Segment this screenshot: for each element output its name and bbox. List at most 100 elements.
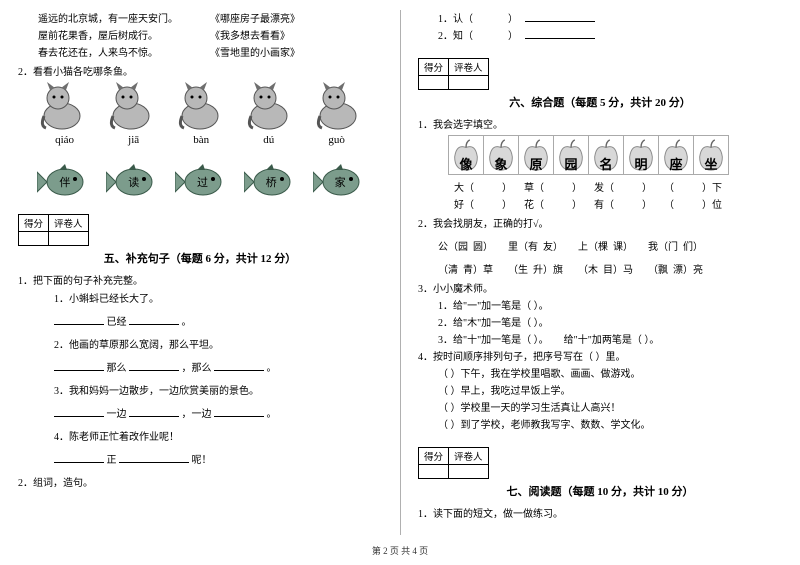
blank[interactable] [54, 407, 104, 417]
section-5-title: 五、补充句子（每题 6 分，共计 12 分） [18, 250, 382, 266]
q5-1-2: 2．他画的草原那么宽阔，那么平坦。 [54, 336, 382, 351]
apple-char: 明 [624, 154, 658, 173]
apple-row: 像 象 原 园 名 明 座 [448, 135, 782, 175]
fish-image: 读 [106, 164, 156, 200]
q5-1-3b: 一边 ，一边 。 [54, 405, 382, 420]
fish-char: 桥 [266, 174, 277, 190]
text: 那么 [107, 363, 127, 374]
text: ） [642, 179, 652, 194]
cat-row [28, 82, 372, 132]
text: 草（ [524, 179, 544, 194]
q6-3-1: 1．给"一"加一笔是（ ）。 [418, 297, 782, 312]
blank[interactable] [525, 12, 595, 22]
poem-title: 《我多想去看看》 [210, 27, 382, 42]
blank[interactable] [129, 315, 179, 325]
pinyin-row: qiáo jiā bàn dú guò [28, 134, 372, 146]
apple-card: 象 [483, 135, 519, 175]
text: 。 [267, 363, 277, 374]
q5-1: 1．把下面的句子补充完整。 [18, 272, 382, 287]
blank[interactable] [54, 315, 104, 325]
q6-3: 3．小小魔术师。 [418, 280, 782, 295]
blank[interactable] [54, 361, 104, 371]
score-box-6: 得分评卷人 [418, 58, 782, 90]
score-label: 评卷人 [449, 448, 489, 465]
q6-2-l1: 公（园 圆） 里（有 友） 上（棵 课） 我（门 们） [418, 238, 782, 253]
cat-image [36, 82, 88, 132]
q6-1: 1．我会选字填空。 [418, 116, 782, 131]
text: ） [508, 31, 518, 42]
top-q1: 1．认（ ） [418, 10, 782, 25]
q5-1-2b: 那么 ，那么 。 [54, 359, 382, 374]
cat-image [243, 82, 295, 132]
apple-card: 座 [658, 135, 694, 175]
fish-row: 伴 读 过 桥 家 [28, 164, 372, 200]
text: 。 [182, 317, 192, 328]
text: ） [642, 196, 652, 211]
apple-card: 园 [553, 135, 589, 175]
apple-char: 象 [484, 154, 518, 173]
apple-char: 坐 [694, 154, 728, 173]
fish-char: 家 [335, 174, 346, 190]
score-box-5: 得分评卷人 [18, 214, 382, 246]
fish-char: 过 [197, 174, 208, 190]
poem-line: 屋前花果香，屋后树成行。 [38, 27, 210, 42]
score-table: 得分评卷人 [418, 447, 489, 479]
blank[interactable] [214, 361, 264, 371]
text: ） [572, 179, 582, 194]
blank[interactable] [119, 453, 189, 463]
blank[interactable] [525, 29, 595, 39]
q6-2-l2: （清 青）草 （生 升）旗 （木 目）马 （飘 漂）亮 [418, 261, 782, 276]
section-6-title: 六、综合题（每题 5 分，共计 20 分） [418, 94, 782, 110]
q6-4: 4．按时间顺序排列句子，把序号写在（ ）里。 [418, 348, 782, 363]
page-footer: 第 2 页 共 4 页 [0, 540, 800, 557]
score-table: 得分评卷人 [18, 214, 89, 246]
score-label: 得分 [419, 448, 449, 465]
pinyin-label: bàn [193, 134, 209, 146]
text: ） [502, 179, 512, 194]
q5-1-4b: 正 呢！ [54, 451, 382, 466]
poem-title: 《雪地里的小画家》 [210, 44, 382, 59]
apple-char: 原 [519, 154, 553, 173]
q6-4-1: （ ）下午，我在学校里唱歌、画画、做游戏。 [418, 365, 782, 380]
blank[interactable] [214, 407, 264, 417]
apple-card: 明 [623, 135, 659, 175]
text: 大（ [454, 179, 474, 194]
q5-1-1: 1．小蝌蚪已经长大了。 [54, 290, 382, 305]
poem-line: 遥远的北京城，有一座天安门。 [38, 10, 210, 25]
text: 1．认（ [438, 14, 473, 25]
poem-block: 遥远的北京城，有一座天安门。 屋前花果香，屋后树成行。 春去花还在，人来鸟不惊。… [18, 8, 382, 61]
score-label: 评卷人 [449, 59, 489, 76]
text: 呢！ [192, 455, 212, 466]
cat-image [312, 82, 364, 132]
text: 一边 [107, 409, 127, 420]
column-divider [400, 10, 401, 535]
right-column: 1．认（ ） 2．知（ ） 得分评卷人 六、综合题（每题 5 分，共计 20 分… [400, 0, 800, 540]
text: ，一边 [182, 409, 212, 420]
q5-1-4: 4．陈老师正忙着改作业呢！ [54, 428, 382, 443]
text: ） [502, 196, 512, 211]
q5-1-1b: 已经 。 [54, 313, 382, 328]
score-label: 评卷人 [49, 215, 89, 232]
text: 有（ [594, 196, 614, 211]
fish-image: 家 [313, 164, 363, 200]
text: 正 [107, 455, 117, 466]
text: （ [664, 179, 674, 194]
apple-card: 原 [518, 135, 554, 175]
fish-image: 过 [175, 164, 225, 200]
score-label: 得分 [419, 59, 449, 76]
q7-1: 1．读下面的短文，做一做练习。 [418, 505, 782, 520]
blank[interactable] [129, 407, 179, 417]
apple-card: 像 [448, 135, 484, 175]
text: ）下 [702, 179, 722, 194]
apple-char: 座 [659, 154, 693, 173]
q6-4-2: （ ）早上，我吃过早饭上学。 [418, 382, 782, 397]
text: 已经 [107, 317, 127, 328]
q6-3-2: 2．给"木"加一笔是（ ）。 [418, 314, 782, 329]
apple-card: 坐 [693, 135, 729, 175]
blank[interactable] [54, 453, 104, 463]
text: 花（ [524, 196, 544, 211]
blank[interactable] [129, 361, 179, 371]
text: 好（ [454, 196, 474, 211]
fish-image: 桥 [244, 164, 294, 200]
text: 发（ [594, 179, 614, 194]
